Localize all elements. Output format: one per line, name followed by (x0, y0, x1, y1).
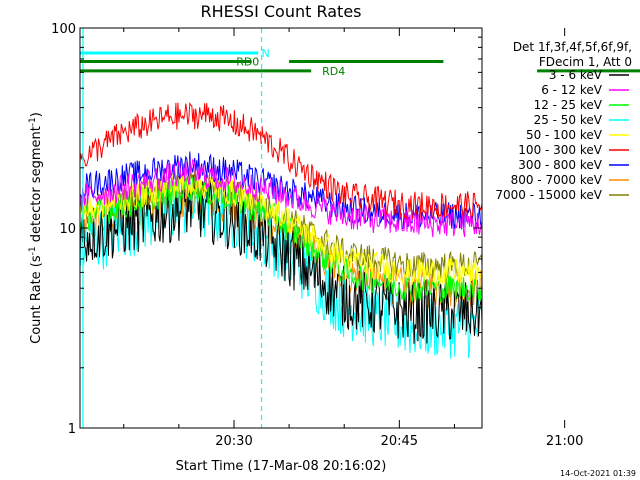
series-layer (80, 101, 482, 359)
decimation-bar-label-0: RD0 (236, 55, 259, 68)
y-axis-label-superscript-2: -1 (28, 117, 38, 126)
footer-timestamp: 14-Oct-2021 01:39 (560, 469, 636, 478)
legend-label-5: 100 - 300 keV (518, 143, 602, 157)
y-axis-label-superscript-1: -1 (28, 246, 38, 255)
series-line-0 (80, 174, 482, 344)
bars-layer: NSRD0RD4 (80, 47, 640, 78)
y-axis-label-end: ) (29, 112, 44, 117)
legend-label-4: 50 - 100 keV (526, 128, 603, 142)
y-tick-label-2: 100 (51, 22, 76, 37)
legend-header-line-2: FDecim 1, Att 0 (539, 55, 632, 69)
legend-label-0: 3 - 6 keV (549, 68, 603, 82)
legend-label-2: 12 - 25 keV (534, 98, 603, 112)
series-line-1 (80, 158, 482, 238)
x-tick-label-0: 20:30 (215, 434, 252, 449)
series-line-5 (80, 101, 482, 222)
y-axis-label: Count Rate (s-1 detector segment-1) (28, 112, 44, 344)
y-axis-label-middle: detector segment (29, 126, 44, 246)
decimation-bar-label-2: RD4 (322, 65, 345, 78)
legend-label-6: 300 - 800 keV (518, 158, 602, 172)
legend: Det 1f,3f,4f,5f,6f,9f, FDecim 1, Att 0 3… (495, 40, 632, 202)
y-axis-ticks: 1 10 100 (51, 22, 482, 437)
y-tick-label-0: 1 (68, 422, 76, 437)
x-tick-label-2: 21:00 (546, 434, 583, 449)
legend-label-8: 7000 - 15000 keV (495, 188, 602, 202)
y-tick-label-1: 10 (59, 222, 76, 237)
x-axis-label: Start Time (17-Mar-08 20:16:02) (176, 459, 387, 474)
series-line-4 (80, 170, 482, 288)
legend-label-7: 800 - 7000 keV (511, 173, 603, 187)
legend-label-3: 25 - 50 keV (534, 113, 603, 127)
series-line-2 (80, 175, 482, 304)
chart-title: RHESSI Count Rates (201, 2, 362, 21)
legend-header-line-1: Det 1f,3f,4f,5f,6f,9f, (513, 40, 632, 54)
legend-label-1: 6 - 12 keV (541, 83, 603, 97)
x-tick-label-1: 20:45 (381, 434, 418, 449)
y-axis-label-main: Count Rate (s (29, 255, 44, 344)
attenuator-bar-label-0: N (262, 47, 270, 60)
